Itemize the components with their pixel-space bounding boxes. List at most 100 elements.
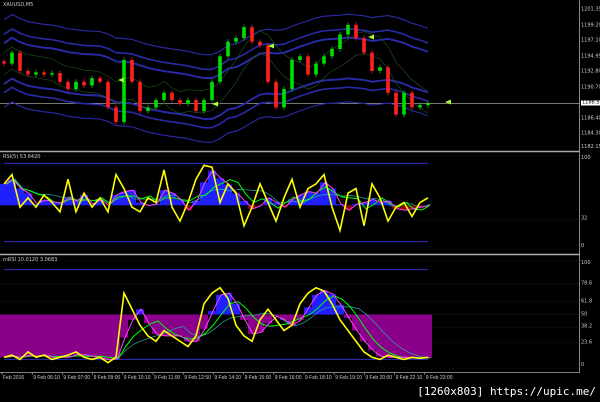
histogram-bar [360,314,368,342]
candle [162,92,166,101]
candle [82,81,86,86]
signal-arrow-icon [368,34,374,40]
price-tick-label: 1194.95 [581,53,600,60]
time-tick-label: 9 Feb 20:00 [365,375,393,381]
time-tick-label: 9 Feb 06:10 [33,375,60,381]
band-line [3,13,429,56]
band-line [3,36,429,80]
histogram-bar [88,204,96,206]
candle [138,81,142,111]
oscillator-tick-label: 61.8 [581,298,593,305]
histogram-bar [384,200,392,206]
signal-arrow-icon [212,101,218,107]
histogram-bar [232,303,240,315]
time-tick-label: 9 Feb 16:00 [274,375,302,381]
histogram-bar [424,314,432,358]
histogram-bar [264,314,272,324]
histogram-bar [56,314,64,358]
candle [154,100,158,108]
histogram-bar [144,314,152,324]
histogram-bar [96,199,104,206]
main-oscillator-line [3,164,429,234]
histogram-bar [16,314,24,358]
signal-line [4,290,430,361]
histogram-bar [48,314,56,358]
histogram-bar [272,202,280,206]
price-tick-label: 1192.80 [581,68,600,75]
histogram-bar [288,314,296,326]
candle [194,100,198,111]
histogram-bar [344,205,352,211]
candle [218,56,222,82]
candle [274,81,278,108]
histogram-bar [368,199,376,206]
histogram-bar [184,205,192,211]
candle [210,81,214,101]
signal-line [5,295,431,360]
histogram-bar [336,204,344,206]
histogram-bar [368,314,376,351]
histogram-bar [64,197,72,206]
oscillator-tick-label: 50 [581,311,588,317]
histogram-bar [32,204,40,206]
histogram-bar [24,314,32,356]
histogram-bar [272,314,280,317]
candle [170,92,174,101]
time-tick-label: 9 Feb 19:10 [335,375,362,381]
candle [378,67,382,71]
candle [74,81,78,90]
signal-line [4,169,430,212]
histogram-bar [208,170,216,206]
histogram-bar [32,314,40,357]
candle [106,81,110,108]
histogram-bar [304,307,312,315]
candle [426,103,430,106]
candle [10,52,14,64]
price-tick-label: 1201.35 [581,6,600,13]
histogram-bar [192,200,200,206]
price-tick-label: 1190.70 [581,84,600,91]
histogram-bar [312,193,320,206]
candle [418,105,422,108]
main-oscillator-line [3,286,429,364]
histogram-bar [136,309,144,315]
histogram-bar [8,179,16,206]
mrsi-pane-title: mRSI 10.0120 3.0683 [3,257,58,263]
histogram-bar [120,191,128,206]
candle [370,52,374,71]
histogram-bar [72,200,80,206]
candle [394,92,398,115]
candle [290,59,294,90]
histogram-bar [296,314,304,320]
histogram-bar [376,202,384,206]
candle [234,38,238,42]
time-tick-label: 9 Feb 10:10 [123,375,151,381]
histogram-bar [248,314,256,335]
histogram-bar [416,314,424,359]
candle [58,73,62,82]
price-tick-label: 1182.15 [581,144,600,150]
time-tick-label: 9 Feb 09:00 [93,375,121,381]
histogram-bar [16,188,24,206]
histogram-bar [80,314,88,355]
time-tick-label: 9 Feb 15:00 [244,375,272,381]
time-tick-label: 9 Feb 12:50 [184,375,211,381]
candle [354,24,358,39]
histogram-bar [160,314,168,336]
signal-arrow-icon [118,77,124,83]
candle [322,56,326,64]
signal-arrow-icon [268,43,274,49]
oscillator-tick-label: 78.6 [581,280,593,287]
histogram-bar [400,314,408,358]
candle [50,73,54,75]
histogram-bar [192,314,200,342]
histogram-bar [336,304,344,315]
histogram-bar [56,203,64,206]
price-tick-label: 1199.20 [581,22,600,29]
histogram-bar [200,314,208,329]
signal-arrow-icon [445,99,451,105]
candle [42,72,46,75]
candle [98,78,102,82]
time-tick-label: 9 Feb 22:10 [395,375,423,381]
histogram-bar [224,184,232,206]
